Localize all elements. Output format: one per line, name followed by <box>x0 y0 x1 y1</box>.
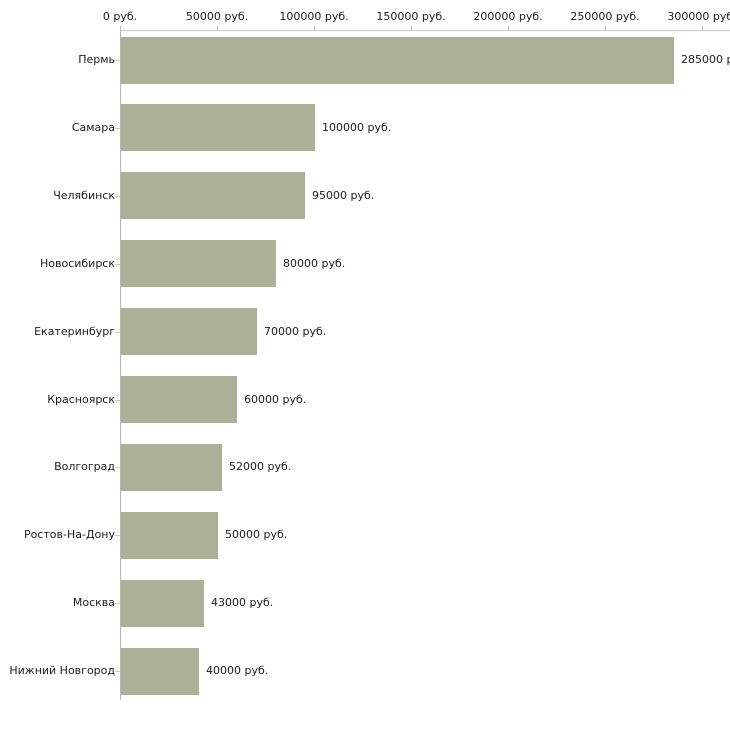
category-tick <box>115 671 120 672</box>
x-axis-line <box>120 30 730 31</box>
y-axis-line <box>120 30 121 700</box>
value-label: 60000 руб. <box>244 393 307 406</box>
category-tick <box>115 467 120 468</box>
bar <box>121 579 204 627</box>
category-label: Москва <box>72 596 115 609</box>
x-axis-tick <box>314 26 315 31</box>
value-label: 80000 руб. <box>283 257 346 270</box>
bar <box>121 240 276 288</box>
x-axis-tick-label: 250000 руб. <box>570 10 640 23</box>
x-axis-tick <box>508 26 509 31</box>
bar <box>121 36 674 84</box>
value-label: 43000 руб. <box>211 596 274 609</box>
x-axis-tick-label: 300000 руб. <box>667 10 730 23</box>
bar <box>121 308 257 356</box>
value-label: 52000 руб. <box>229 460 292 473</box>
x-axis-tick-label: 0 руб. <box>102 10 138 23</box>
category-label: Самара <box>71 121 115 134</box>
category-label: Пермь <box>78 53 115 66</box>
category-label: Ростов-На-Дону <box>23 528 115 541</box>
bar <box>121 376 237 423</box>
category-tick <box>115 400 120 401</box>
bar <box>121 172 305 220</box>
category-tick <box>115 60 120 61</box>
x-axis-tick <box>217 26 218 31</box>
x-axis-tick <box>702 26 703 31</box>
bar <box>121 104 315 152</box>
category-label: Нижний Новгород <box>9 664 115 677</box>
x-axis-tick-label: 150000 руб. <box>376 10 446 23</box>
value-label: 50000 руб. <box>225 528 288 541</box>
x-axis-tick-label: 100000 руб. <box>279 10 349 23</box>
category-label: Новосибирск <box>39 257 115 270</box>
category-label: Челябинск <box>53 189 115 202</box>
x-axis-tick <box>120 26 121 31</box>
bar <box>121 511 218 559</box>
category-tick <box>115 332 120 333</box>
value-label: 95000 руб. <box>312 189 375 202</box>
value-label: 70000 руб. <box>264 325 327 338</box>
x-axis-tick-label: 200000 руб. <box>473 10 543 23</box>
value-label: 285000 руб. <box>681 53 730 66</box>
category-tick <box>115 264 120 265</box>
category-tick <box>115 535 120 536</box>
category-tick <box>115 128 120 129</box>
category-label: Екатеринбург <box>34 325 115 338</box>
x-axis-tick <box>411 26 412 31</box>
bar <box>121 647 199 695</box>
bar <box>121 443 222 491</box>
value-label: 100000 руб. <box>322 121 392 134</box>
x-axis-tick <box>605 26 606 31</box>
category-label: Красноярск <box>47 393 115 406</box>
category-tick <box>115 603 120 604</box>
category-tick <box>115 196 120 197</box>
value-label: 40000 руб. <box>206 664 269 677</box>
x-axis-tick-label: 50000 руб. <box>185 10 249 23</box>
category-label: Волгоград <box>54 460 115 473</box>
